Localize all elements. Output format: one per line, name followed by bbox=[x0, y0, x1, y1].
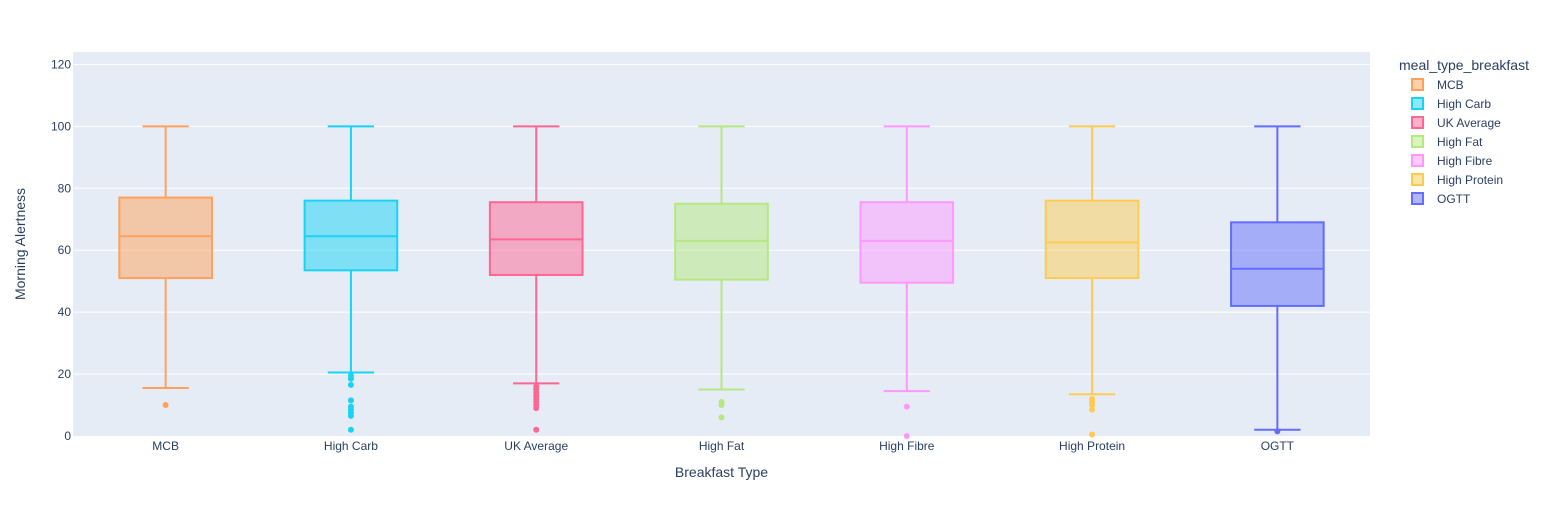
legend-swatch bbox=[1411, 97, 1424, 110]
box-high-fibre[interactable] bbox=[859, 125, 955, 439]
legend-swatch bbox=[1411, 135, 1424, 148]
outlier-point bbox=[903, 433, 910, 439]
y-tick-label: 60 bbox=[58, 243, 72, 257]
legend[interactable]: MCB High Carb UK Average High Fat High Fibre… bbox=[1411, 78, 1503, 206]
legend-label: High Carb bbox=[1437, 97, 1491, 111]
legend-swatch bbox=[1411, 173, 1424, 186]
x-tick-label: High Carb bbox=[324, 439, 378, 453]
y-axis-title: Morning Alertness bbox=[12, 188, 28, 300]
iqr-box bbox=[118, 196, 213, 280]
legend-item-uk-average[interactable]: UK Average bbox=[1411, 116, 1501, 130]
legend-label: High Fat bbox=[1437, 135, 1483, 149]
y-tick-label: 120 bbox=[51, 57, 71, 71]
outlier-point bbox=[1089, 402, 1096, 409]
legend-swatch bbox=[1411, 116, 1424, 129]
outlier-point bbox=[533, 405, 540, 412]
y-tick-label: 100 bbox=[51, 119, 71, 133]
outlier-point bbox=[718, 414, 725, 421]
outlier-point bbox=[347, 375, 354, 382]
x-tick-label: High Protein bbox=[1059, 439, 1125, 453]
legend-item-high-protein[interactable]: High Protein bbox=[1411, 173, 1503, 187]
box-high-fat[interactable] bbox=[674, 125, 769, 421]
legend-item-high-carb[interactable]: High Carb bbox=[1411, 97, 1491, 111]
x-tick-label: High Fibre bbox=[879, 439, 935, 453]
legend-label: MCB bbox=[1437, 78, 1464, 92]
legend-title: meal_type_breakfast bbox=[1399, 57, 1529, 73]
outlier-point bbox=[903, 403, 910, 410]
legend-label: UK Average bbox=[1437, 116, 1501, 130]
boxes bbox=[118, 125, 1325, 439]
box-mcb[interactable] bbox=[118, 125, 213, 409]
outlier-point bbox=[347, 381, 354, 388]
iqr-box bbox=[1230, 221, 1325, 307]
y-tick-label: 20 bbox=[58, 367, 72, 381]
legend-swatch bbox=[1411, 154, 1424, 167]
legend-item-high-fat[interactable]: High Fat bbox=[1411, 135, 1483, 149]
x-tick-label: UK Average bbox=[504, 439, 568, 453]
x-tick-label: High Fat bbox=[699, 439, 745, 453]
x-axis-title: Breakfast Type bbox=[675, 464, 768, 480]
legend-label: OGTT bbox=[1437, 192, 1471, 206]
box-ogtt[interactable] bbox=[1230, 125, 1325, 435]
y-axis-ticks: 0 20 40 60 80 100 120 bbox=[51, 57, 71, 443]
outlier-point bbox=[718, 402, 725, 409]
outlier-point bbox=[347, 397, 354, 404]
legend-swatch bbox=[1411, 78, 1424, 91]
x-tick-label: OGTT bbox=[1261, 439, 1295, 453]
outlier-point bbox=[1089, 406, 1096, 413]
outlier-point bbox=[347, 426, 354, 433]
outlier-point bbox=[1089, 431, 1096, 438]
outlier-point bbox=[1274, 428, 1281, 435]
x-tick-label: MCB bbox=[152, 439, 179, 453]
legend-label: High Fibre bbox=[1437, 154, 1493, 168]
y-tick-label: 0 bbox=[64, 429, 71, 443]
outlier-point bbox=[162, 402, 169, 409]
legend-item-ogtt[interactable]: OGTT bbox=[1411, 192, 1471, 206]
box-uk-average[interactable] bbox=[488, 125, 584, 433]
box-high-protein[interactable] bbox=[1044, 125, 1140, 438]
box-high-carb[interactable] bbox=[303, 125, 399, 433]
legend-label: High Protein bbox=[1437, 173, 1503, 187]
legend-swatch bbox=[1411, 192, 1424, 205]
outlier-point bbox=[347, 412, 354, 419]
legend-item-high-fibre[interactable]: High Fibre bbox=[1411, 154, 1493, 168]
x-axis-ticks: MCB High Carb UK Average High Fat High Fibre… bbox=[152, 439, 1294, 453]
y-tick-label: 80 bbox=[58, 181, 72, 195]
iqr-box bbox=[1044, 199, 1140, 280]
legend-item-mcb[interactable]: MCB bbox=[1411, 78, 1464, 92]
outlier-point bbox=[533, 426, 540, 433]
y-tick-label: 40 bbox=[58, 305, 72, 319]
iqr-box bbox=[859, 201, 955, 284]
